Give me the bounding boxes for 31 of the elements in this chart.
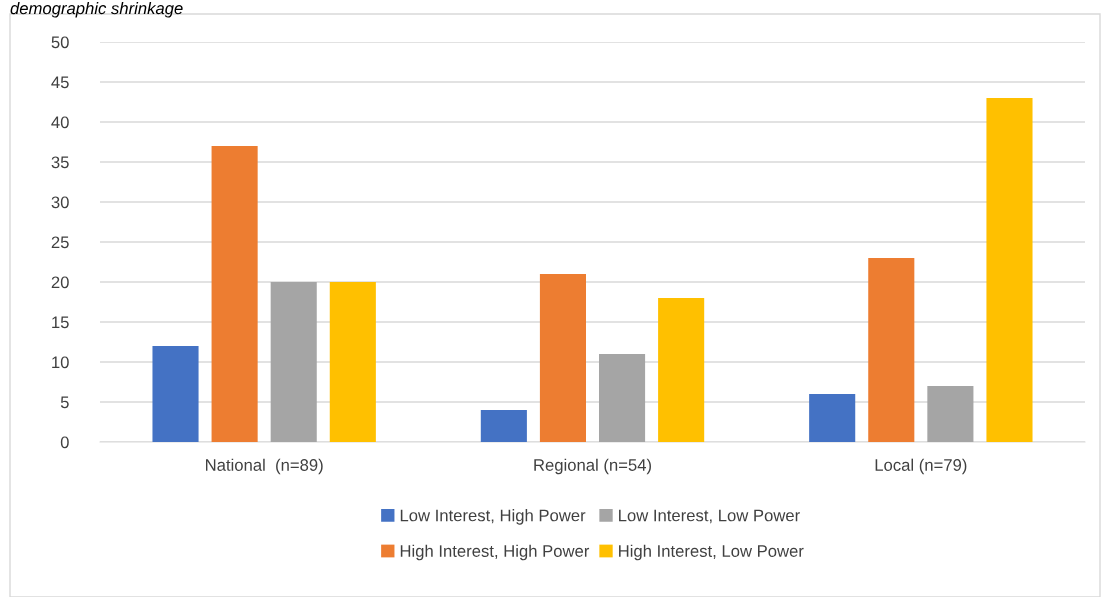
bar: [329, 282, 376, 442]
y-tick-label: 15: [52, 316, 69, 329]
bar: [809, 394, 856, 442]
bar: [986, 98, 1033, 442]
bar: [599, 354, 646, 442]
legend-label: High Interest, High Power: [400, 544, 590, 561]
y-tick-label: 40: [51, 116, 69, 129]
y-tick-label: 20: [51, 276, 69, 289]
x-tick-label: Regional (n=54): [534, 458, 651, 475]
bar: [927, 386, 974, 442]
x-tick-label: Local (n=79): [875, 458, 967, 475]
y-tick-label: 0: [60, 436, 69, 449]
bar: [270, 282, 317, 442]
bar: [211, 146, 258, 442]
bar: [539, 274, 586, 442]
y-tick-label: 35: [51, 156, 69, 169]
bar: [658, 298, 705, 442]
bar: [152, 346, 199, 442]
legend-label: Low Interest, Low Power: [619, 509, 800, 524]
y-tick-label: 25: [51, 236, 69, 249]
legend-label: High Interest, Low Power: [619, 544, 804, 561]
bar: [480, 410, 527, 442]
y-tick-label: 5: [60, 396, 69, 409]
x-tick-label: National (n=89): [206, 458, 323, 475]
bar: [868, 258, 915, 442]
chart-title: demographic shrinkage: [10, 2, 183, 18]
y-tick-label: 30: [51, 196, 69, 209]
y-tick-label: 50: [51, 36, 69, 49]
y-tick-label: 10: [52, 356, 69, 369]
legend-label: Low Interest, High Power: [400, 509, 586, 525]
y-tick-label: 45: [51, 76, 69, 89]
